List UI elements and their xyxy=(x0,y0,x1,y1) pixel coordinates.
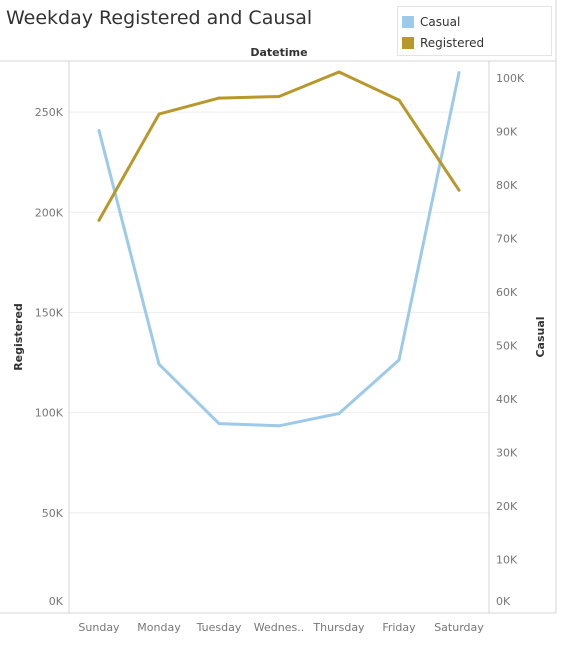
left-tick-label: 50K xyxy=(42,507,64,520)
right-tick-label: 70K xyxy=(496,233,518,246)
series xyxy=(97,70,461,428)
x-axis-ticks: Sunday Monday Tuesday Wednes.. Thursday Frida… xyxy=(78,621,484,634)
right-tick-label: 10K xyxy=(496,554,518,567)
left-tick-label: 250K xyxy=(35,106,64,119)
left-axis-title: Registered xyxy=(12,303,25,371)
casual-point[interactable] xyxy=(97,129,101,132)
left-axis-ticks: 0K 50K 100K 150K 200K 250K xyxy=(35,106,64,608)
registered-point[interactable] xyxy=(97,218,101,222)
registered-point[interactable] xyxy=(217,96,221,100)
x-tick-label: Sunday xyxy=(78,621,120,634)
casual-point[interactable] xyxy=(277,424,281,428)
x-tick-label: Tuesday xyxy=(196,621,242,634)
x-tick-label: Thursday xyxy=(312,621,365,634)
right-tick-label: 40K xyxy=(496,393,518,406)
registered-point[interactable] xyxy=(157,112,161,116)
legend-label-casual: Casual xyxy=(420,15,461,29)
legend[interactable]: Casual Registered xyxy=(397,6,552,56)
legend-swatch-registered xyxy=(402,37,414,49)
x-tick-label: Friday xyxy=(382,621,416,634)
right-tick-label: 20K xyxy=(496,500,518,513)
chart-title: Weekday Registered and Causal xyxy=(6,7,313,29)
registered-point[interactable] xyxy=(397,98,401,102)
legend-label-registered: Registered xyxy=(420,36,485,50)
legend-swatch-casual xyxy=(402,16,414,28)
right-tick-label: 100K xyxy=(496,72,525,85)
x-tick-label: Saturday xyxy=(434,621,484,634)
casual-point[interactable] xyxy=(217,422,221,426)
gridlines xyxy=(69,111,489,514)
left-tick-label: 200K xyxy=(35,206,64,219)
right-axis-ticks: 0K 10K 20K 30K 40K 50K 60K 70K 80K 90K 100K xyxy=(496,72,525,608)
right-tick-label: 80K xyxy=(496,179,518,192)
casual-point[interactable] xyxy=(157,362,161,366)
casual-point[interactable] xyxy=(397,358,401,362)
casual-point[interactable] xyxy=(337,412,341,415)
registered-point[interactable] xyxy=(337,70,341,74)
registered-line[interactable] xyxy=(97,70,461,222)
left-tick-label: 0K xyxy=(49,595,64,608)
legend-item-registered[interactable]: Registered xyxy=(402,35,484,51)
right-tick-label: 50K xyxy=(496,340,518,353)
right-tick-label: 30K xyxy=(496,447,518,460)
registered-point[interactable] xyxy=(277,95,281,98)
series-casual[interactable] xyxy=(97,71,461,428)
right-tick-label: 90K xyxy=(496,126,518,139)
x-tick-label: Monday xyxy=(137,621,181,634)
x-tick-label: Wednes.. xyxy=(254,621,304,634)
right-tick-label: 60K xyxy=(496,286,518,299)
right-tick-label: 0K xyxy=(496,595,511,608)
left-tick-label: 100K xyxy=(35,407,64,420)
axis-frame xyxy=(0,0,557,614)
registered-point[interactable] xyxy=(457,188,461,192)
top-axis-title: Datetime xyxy=(250,46,307,59)
casual-point[interactable] xyxy=(457,71,461,75)
right-axis-title: Casual xyxy=(534,316,547,357)
series-registered[interactable] xyxy=(97,70,461,222)
left-tick-label: 150K xyxy=(35,306,64,319)
legend-item-casual[interactable]: Casual xyxy=(402,14,460,30)
